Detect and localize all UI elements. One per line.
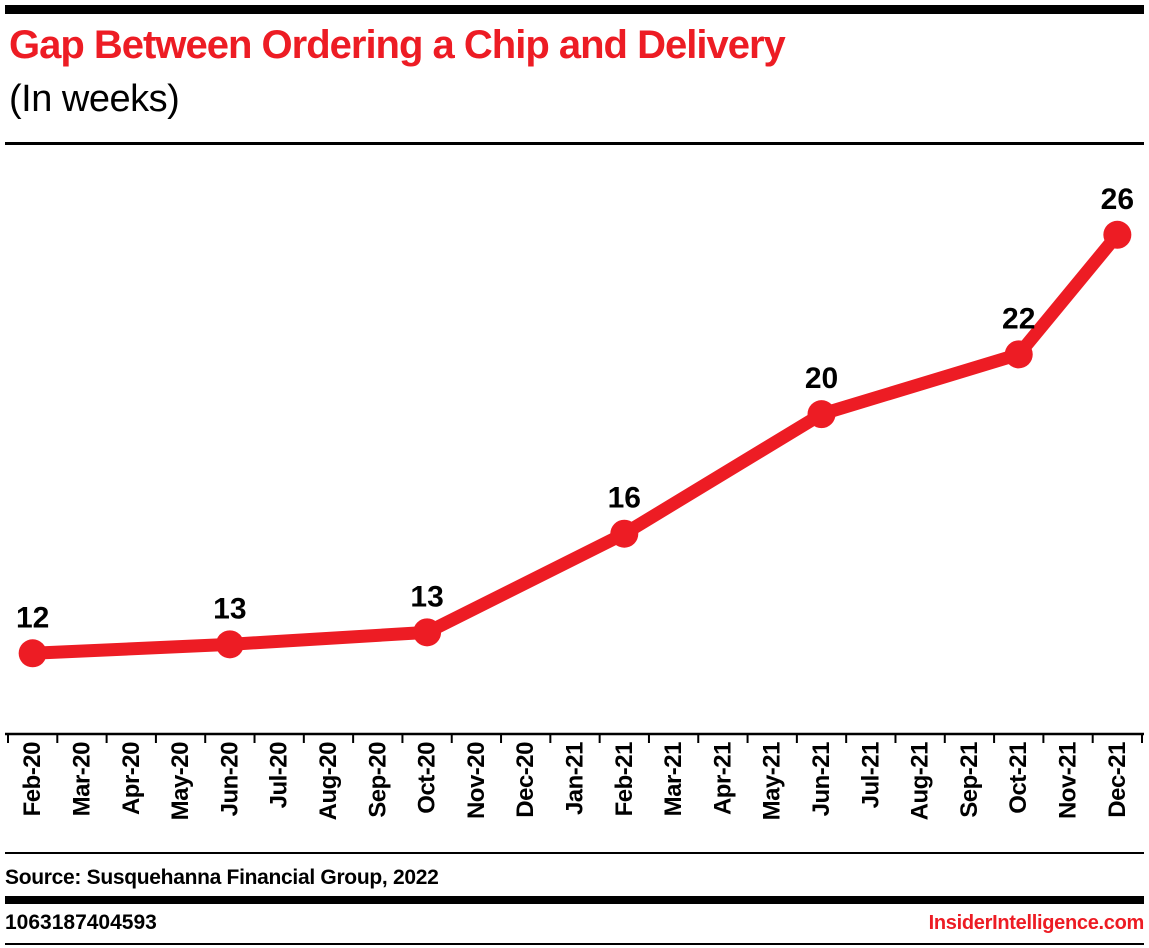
data-point-marker (1103, 220, 1132, 249)
source-note: Source: Susquehanna Financial Group, 202… (5, 852, 1144, 890)
data-point-marker (610, 519, 639, 548)
data-point-marker (18, 639, 47, 668)
data-point-label: 26 (1101, 183, 1134, 216)
bottom-border (5, 943, 1144, 945)
data-point-label: 12 (16, 601, 49, 634)
title-divider (5, 142, 1144, 145)
data-point-label: 20 (805, 362, 838, 395)
footer-divider-bar (5, 896, 1144, 904)
data-point-label: 22 (1002, 302, 1035, 335)
x-axis-label: Jan-21 (562, 742, 589, 815)
data-point-label: 13 (410, 580, 443, 613)
x-axis-label: Aug-21 (907, 742, 934, 820)
x-axis-label: Dec-21 (1104, 742, 1131, 818)
footer: 1063187404593 InsiderIntelligence.com (5, 911, 1144, 935)
x-axis-label: Mar-21 (660, 742, 687, 817)
chart-subtitle: (In weeks) (9, 78, 180, 120)
data-point-marker (1004, 340, 1033, 369)
top-accent-bar (5, 5, 1144, 14)
data-point-marker (215, 630, 244, 659)
x-axis-label: Dec-20 (512, 742, 539, 818)
data-point-label: 13 (213, 592, 246, 625)
x-axis-label: Sep-20 (364, 742, 391, 818)
x-axis-label: May-20 (167, 742, 194, 821)
x-axis-label: Apr-21 (709, 742, 736, 815)
publisher-website: InsiderIntelligence.com (928, 911, 1145, 934)
x-axis-label: Aug-20 (315, 742, 342, 820)
chart-title: Gap Between Ordering a Chip and Delivery (9, 23, 786, 67)
data-point-label: 16 (608, 482, 641, 515)
x-axis-label: Sep-21 (956, 742, 983, 818)
series-line (26, 228, 1124, 660)
x-axis-label: Nov-20 (463, 742, 490, 819)
x-axis-label: Oct-21 (1005, 742, 1032, 814)
data-point-marker (413, 618, 442, 647)
x-axis-label: Jul-20 (266, 742, 293, 809)
x-axis-label: Apr-20 (118, 742, 145, 815)
x-axis-label: Jun-21 (808, 742, 835, 817)
data-point-marker (807, 400, 836, 429)
x-axis-label: Jun-20 (216, 742, 243, 817)
x-axis-label: Oct-20 (414, 742, 441, 814)
x-axis-label: Nov-21 (1055, 742, 1082, 819)
chart-id: 1063187404593 (5, 911, 157, 934)
x-axis-label: Mar-20 (68, 742, 95, 817)
x-axis-label: Jul-21 (857, 742, 884, 809)
x-axis-label: Feb-20 (19, 742, 46, 817)
x-axis-label: May-21 (759, 742, 786, 821)
x-axis-label: Feb-21 (611, 742, 638, 817)
